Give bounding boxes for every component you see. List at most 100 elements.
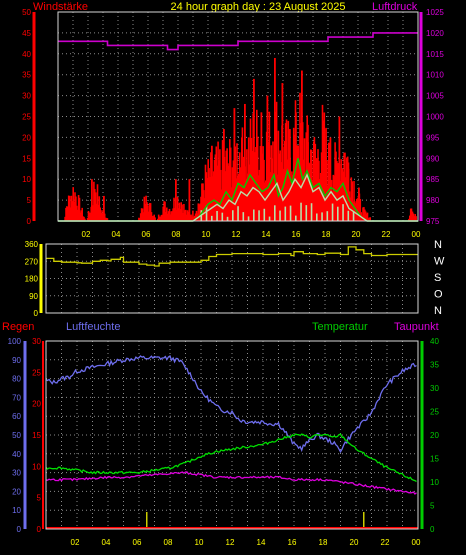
compass-label-w: W: [434, 256, 445, 268]
wind-gust-bar: [67, 206, 69, 221]
wind-gust-peak-bar: [91, 179, 93, 221]
direction-left-axis: 0 90 180 270 360: [25, 240, 43, 318]
wind-gust-bar: [363, 207, 365, 221]
wind-gust-bar: [94, 188, 96, 221]
pressure-y-tick-label: 975: [426, 217, 440, 226]
wind-gust-bar: [73, 201, 75, 221]
wind-light-bar: [310, 203, 313, 221]
wind-frame: [57, 11, 419, 222]
wind-light-bar: [342, 204, 344, 221]
climate-axes: 0 10 20 30 40 50 60 70 80 90 100 0 5 10 15 20 25 30 0 5 10 15…: [8, 337, 440, 534]
wind-gust-peak-bar: [260, 112, 263, 221]
wind-gust-bar: [163, 201, 165, 221]
wind-gust-bar: [259, 146, 262, 221]
wind-gust-bar: [228, 165, 230, 221]
wind-gust-bar: [186, 210, 189, 221]
wind-gust-bar: [193, 215, 196, 221]
wind-gust-bar: [195, 210, 198, 221]
wind-light-bar: [226, 216, 229, 221]
wind-gust-bar: [308, 162, 310, 221]
wind-gust-peak-bar: [301, 70, 303, 222]
wind-light-bar: [216, 211, 218, 221]
wind-y-tick-label: 40: [22, 50, 31, 59]
wind-gust-bar: [415, 216, 417, 221]
wind-gust-bar: [353, 180, 355, 221]
wind-gust-bar: [187, 211, 190, 221]
wind-gust-bar: [229, 147, 232, 221]
wind-gust-bar: [148, 202, 151, 221]
temperature-tick-label: 25: [430, 408, 439, 417]
wind-gust-bar: [356, 198, 359, 221]
wind-gust-bar: [279, 150, 281, 221]
wind-gust-bar: [219, 149, 221, 221]
wind-gust-bar: [89, 212, 92, 221]
wind-gust-bar: [101, 210, 103, 221]
wind-x-tick-label: 00: [412, 230, 421, 239]
wind-gust-bar: [139, 218, 141, 221]
wind-light-bar: [284, 206, 287, 221]
wind-gust-bar: [70, 195, 73, 221]
wind-gust-bar: [66, 206, 68, 221]
wind-gust-bar: [230, 187, 233, 221]
wind-gust-bar: [161, 214, 164, 221]
wind-gust-peak-bar: [313, 141, 315, 221]
climate-x-tick-label: 04: [102, 538, 111, 547]
wind-gust-bar: [319, 179, 321, 221]
wind-light-bar: [352, 211, 355, 221]
wind-gust-bar: [365, 213, 368, 221]
wind-gust-bar: [65, 207, 67, 221]
wind-gust-bar: [169, 214, 172, 221]
wind-gust-bar: [172, 208, 174, 221]
wind-gust-bar: [149, 203, 152, 221]
wind-gust-bar: [218, 160, 220, 221]
climate-x-tick-label: 08: [164, 538, 173, 547]
wind-gust-bar: [265, 180, 267, 221]
temperature-tick-label: 20: [430, 431, 439, 440]
wind-gust-bar: [76, 209, 79, 221]
wind-gust-bar: [346, 157, 348, 221]
wind-gust-bar: [215, 146, 218, 221]
humidity-tick-label: 70: [12, 393, 21, 402]
direction-y-tick-label: 90: [29, 292, 38, 301]
wind-gust-bar: [153, 214, 155, 221]
wind-gust-bar: [231, 167, 234, 221]
wind-gust-peak-bar: [347, 162, 350, 221]
wind-light-bar: [295, 215, 297, 221]
wind-gust-bar: [330, 180, 333, 221]
wind-gust-bar: [83, 216, 85, 221]
wind-gust-peak-bar: [211, 145, 213, 221]
wind-gust-bar: [88, 212, 91, 221]
wind-gust-bar: [97, 204, 100, 221]
wind-gust-peak-bar: [338, 116, 341, 221]
wind-left-axis: 0 5 10 15 20 25 30 35 40 45 50: [22, 8, 36, 226]
wind-gust-bar: [96, 184, 99, 221]
climate-panel: Regen Luftfeuchte Temperatur Taupunkt 0 1…: [2, 321, 439, 547]
wind-light-bar: [321, 212, 323, 221]
wind-gust-bar: [143, 196, 146, 221]
wind-gust-bar: [238, 152, 241, 221]
humidity-tick-label: 80: [12, 375, 21, 384]
pressure-y-tick-label: 1015: [426, 50, 444, 59]
climate-x-axis: 02 04 06 08 10 12 14 16 18 20 22 00: [71, 538, 421, 547]
humidity-label: Luftfeuchte: [66, 321, 120, 333]
climate-x-tick-label: 10: [195, 538, 204, 547]
wind-x-tick-label: 04: [112, 230, 121, 239]
wind-gust-bar: [368, 217, 371, 221]
wind-gust-bar: [354, 201, 356, 221]
wind-light-bar: [274, 205, 276, 221]
wind-gust-bar: [364, 209, 366, 221]
wind-gust-bar: [201, 183, 203, 221]
wind-gust-bar: [81, 207, 83, 221]
wind-light-bar: [211, 215, 213, 221]
wind-light-bar: [305, 205, 308, 221]
wind-gust-bar: [275, 101, 278, 221]
climate-x-tick-label: 12: [226, 538, 235, 547]
wind-gust-peak-bar: [323, 129, 326, 221]
wind-gust-bar: [337, 163, 339, 221]
pressure-y-tick-label: 1010: [426, 71, 444, 80]
wind-light-bar: [221, 212, 224, 221]
wind-gust-bar: [167, 211, 170, 221]
wind-gust-bar: [341, 168, 344, 221]
wind-gust-bar: [412, 213, 415, 221]
wind-gust-bar: [194, 213, 197, 221]
